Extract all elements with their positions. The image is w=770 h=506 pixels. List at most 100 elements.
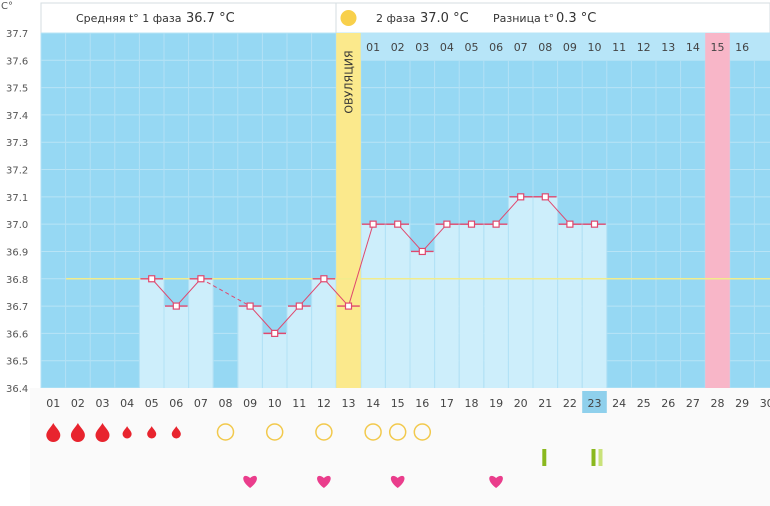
- temperature-line: [175, 278, 202, 307]
- temperature-line: [151, 278, 177, 307]
- luteal-day-label: 15: [711, 41, 725, 54]
- y-axis-unit: C°: [1, 1, 13, 12]
- temperature-bar: [484, 224, 508, 388]
- temperature-bar: [582, 224, 607, 388]
- temperature-point: [517, 193, 525, 201]
- luteal-day-label: 07: [514, 41, 528, 54]
- temperature-point: [172, 302, 180, 310]
- fertile-ring-icon: [265, 423, 284, 441]
- temperature-bar: [164, 306, 189, 388]
- expected-period-column: [705, 33, 730, 388]
- luteal-day-label: 06: [489, 41, 503, 54]
- temperature-point: [246, 302, 254, 310]
- temperature-line: [298, 278, 325, 307]
- y-tick-label: 36.8: [6, 275, 28, 286]
- temperature-line: [397, 223, 423, 252]
- day-label: 30: [760, 397, 770, 410]
- day-label: 26: [661, 397, 675, 410]
- day-label: 25: [637, 397, 651, 410]
- y-tick-label: 36.9: [6, 247, 28, 258]
- temperature-bar: [435, 224, 459, 388]
- ovulation-test-icon: [598, 449, 603, 466]
- temperature-bar: [139, 278, 164, 388]
- day-label: 11: [292, 397, 306, 410]
- temperature-gap-line: [200, 278, 251, 307]
- y-tick-label: 36.5: [6, 357, 28, 368]
- luteal-day-label: 03: [415, 41, 429, 54]
- luteal-day-label: 09: [563, 41, 577, 54]
- temperature-point: [467, 220, 476, 228]
- intercourse-heart-icon: [489, 475, 503, 488]
- y-tick-label: 37.7: [6, 29, 28, 40]
- day-label: 09: [243, 397, 257, 410]
- luteal-day-label: 13: [661, 41, 675, 54]
- ovulation-sun-icon: [340, 10, 357, 26]
- day-label: 01: [46, 397, 60, 410]
- temperature-bar: [238, 306, 262, 388]
- day-label: 21: [538, 397, 552, 410]
- temperature-point: [197, 275, 205, 283]
- temperature-point: [590, 220, 599, 228]
- luteal-day-label: 08: [538, 41, 552, 54]
- temperature-point: [271, 329, 279, 337]
- y-tick-label: 36.7: [6, 302, 28, 313]
- temperature-bar: [189, 278, 213, 388]
- temperature-line: [348, 224, 374, 307]
- header-band: [40, 2, 770, 34]
- luteal-day-label: 16: [735, 41, 749, 54]
- day-label: 13: [342, 397, 356, 410]
- temperature-point: [394, 220, 402, 228]
- ovulation-test-icon: [542, 449, 547, 466]
- temperature-line: [421, 223, 448, 252]
- temperature-bar: [385, 224, 410, 388]
- day-label: 29: [735, 397, 749, 410]
- intercourse-heart-icon: [390, 475, 405, 488]
- y-tick-label: 37.0: [6, 220, 28, 231]
- temperature-bar: [410, 251, 435, 388]
- day-label: 19: [489, 397, 503, 410]
- day-label: 28: [711, 397, 725, 410]
- today-highlight: [582, 391, 607, 413]
- temperature-line: [249, 305, 276, 334]
- day-label: 07: [194, 397, 208, 410]
- luteal-day-label: 04: [440, 41, 454, 54]
- fertile-ring-icon: [388, 423, 407, 441]
- temperature-point: [369, 220, 377, 228]
- menstruation-drop-icon: [147, 426, 157, 439]
- luteal-day-label: 12: [637, 41, 651, 54]
- y-tick-label: 37.1: [6, 193, 28, 204]
- day-label: 12: [317, 397, 331, 410]
- menstruation-drop-icon: [70, 423, 85, 443]
- temperature-bar: [361, 224, 385, 388]
- y-tick-label: 37.5: [6, 84, 28, 95]
- temperature-point: [492, 220, 500, 228]
- luteal-day-label: 01: [366, 41, 380, 54]
- temperature-line: [323, 278, 349, 307]
- temperature-point: [295, 302, 303, 310]
- day-label: 08: [219, 397, 233, 410]
- day-label: 23: [588, 397, 602, 410]
- day-label: 06: [169, 397, 183, 410]
- phase2-label: 2 фаза: [376, 12, 415, 25]
- day-label: 24: [612, 397, 626, 410]
- day-label: 27: [686, 397, 700, 410]
- day-label: 20: [514, 397, 528, 410]
- temperature-point: [566, 220, 574, 228]
- ovulation-test-icon: [591, 449, 596, 466]
- diff-value: 0.3 °C: [556, 11, 596, 26]
- day-label: 03: [96, 397, 110, 410]
- luteal-day-label: 11: [612, 41, 626, 54]
- intercourse-heart-icon: [317, 475, 331, 488]
- temperature-bar: [312, 278, 336, 388]
- y-tick-label: 37.2: [6, 166, 28, 177]
- luteal-day-label: 14: [686, 41, 700, 54]
- temperature-point: [344, 302, 353, 310]
- temperature-point: [541, 193, 549, 201]
- day-label: 16: [415, 397, 429, 410]
- menstruation-drop-icon: [171, 426, 181, 439]
- day-label: 17: [440, 397, 454, 410]
- luteal-day-label: 02: [391, 41, 405, 54]
- temperature-bar: [508, 196, 533, 388]
- phase2-value: 37.0 °C: [420, 11, 469, 26]
